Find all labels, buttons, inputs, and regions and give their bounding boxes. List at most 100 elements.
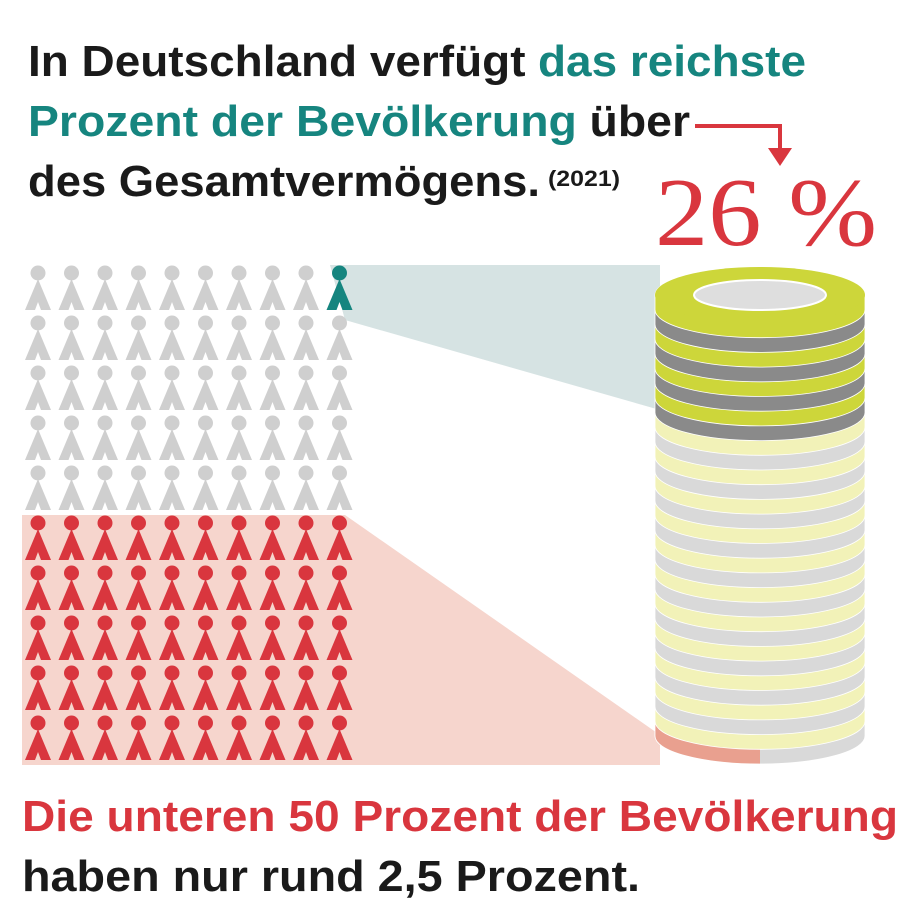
- person: [25, 665, 51, 710]
- person: [226, 515, 252, 560]
- person-head: [198, 565, 213, 581]
- person-head: [64, 515, 79, 531]
- person: [92, 315, 118, 360]
- headline-line: In Deutschland verfügt das reichste: [28, 37, 806, 86]
- person: [259, 515, 286, 560]
- person-head: [265, 265, 280, 281]
- person-head: [298, 415, 314, 431]
- person-head: [164, 465, 180, 481]
- person-head: [332, 515, 347, 531]
- person-head: [97, 615, 113, 631]
- person-body: [125, 279, 152, 310]
- person-head: [265, 665, 280, 681]
- person-body: [326, 379, 353, 410]
- person: [159, 715, 185, 760]
- person-body: [259, 379, 286, 410]
- person: [125, 665, 152, 710]
- person-body: [326, 729, 353, 760]
- person: [159, 515, 185, 560]
- person-head: [131, 365, 146, 381]
- person-body: [293, 479, 319, 510]
- person: [92, 415, 118, 460]
- person: [92, 665, 118, 710]
- person-body: [125, 479, 152, 510]
- person-head: [131, 615, 146, 631]
- person-head: [30, 365, 46, 381]
- person-body: [92, 429, 118, 460]
- person-head: [231, 315, 247, 331]
- person-head: [298, 615, 314, 631]
- person: [25, 465, 51, 510]
- person-body: [226, 629, 252, 660]
- person-head: [131, 415, 146, 431]
- person: [58, 365, 85, 410]
- person-body: [293, 679, 319, 710]
- person-body: [226, 729, 252, 760]
- person-head: [332, 315, 347, 331]
- person-body: [92, 329, 118, 360]
- person-body: [226, 279, 252, 310]
- person-head: [298, 365, 314, 381]
- person: [58, 265, 85, 310]
- person-head: [97, 415, 113, 431]
- person-body: [293, 529, 319, 560]
- person-head: [30, 265, 46, 281]
- person: [293, 465, 319, 510]
- footer-text: haben nur rund 2,5 Prozent.: [22, 852, 640, 901]
- person-body: [192, 379, 219, 410]
- person-head: [30, 715, 46, 731]
- person: [226, 565, 252, 610]
- person-body: [326, 529, 353, 560]
- person-body: [326, 329, 353, 360]
- person-body: [192, 279, 219, 310]
- person-body: [25, 429, 51, 460]
- person-body: [192, 679, 219, 710]
- person-body: [293, 429, 319, 460]
- person-body: [326, 629, 353, 660]
- person-head: [198, 515, 213, 531]
- person-head: [198, 365, 213, 381]
- person: [293, 565, 319, 610]
- person-body: [58, 529, 85, 560]
- person: [326, 265, 353, 310]
- person: [293, 265, 319, 310]
- person-body: [192, 429, 219, 460]
- person-body: [192, 479, 219, 510]
- person: [58, 415, 85, 460]
- person: [25, 515, 51, 560]
- person-body: [125, 579, 152, 610]
- person: [293, 715, 319, 760]
- person-head: [198, 415, 213, 431]
- person-body: [159, 279, 185, 310]
- person: [293, 365, 319, 410]
- person-head: [30, 515, 46, 531]
- person-body: [259, 279, 286, 310]
- person-head: [332, 365, 347, 381]
- coin-hole: [693, 279, 827, 311]
- person: [326, 515, 353, 560]
- person: [259, 565, 286, 610]
- person-body: [293, 279, 319, 310]
- person-head: [164, 615, 180, 631]
- person: [259, 715, 286, 760]
- person: [326, 315, 353, 360]
- person-body: [293, 379, 319, 410]
- person-body: [25, 279, 51, 310]
- coin-stack: [654, 266, 866, 765]
- person-body: [326, 429, 353, 460]
- person: [92, 515, 118, 560]
- person: [326, 615, 353, 660]
- person-head: [298, 265, 314, 281]
- person: [92, 715, 118, 760]
- person: [159, 365, 185, 410]
- person-head: [131, 715, 146, 731]
- person-body: [92, 579, 118, 610]
- person-head: [231, 465, 247, 481]
- person-head: [97, 315, 113, 331]
- person: [293, 415, 319, 460]
- person-head: [231, 515, 247, 531]
- person-head: [265, 615, 280, 631]
- person-head: [298, 665, 314, 681]
- person-head: [30, 615, 46, 631]
- person: [192, 265, 219, 310]
